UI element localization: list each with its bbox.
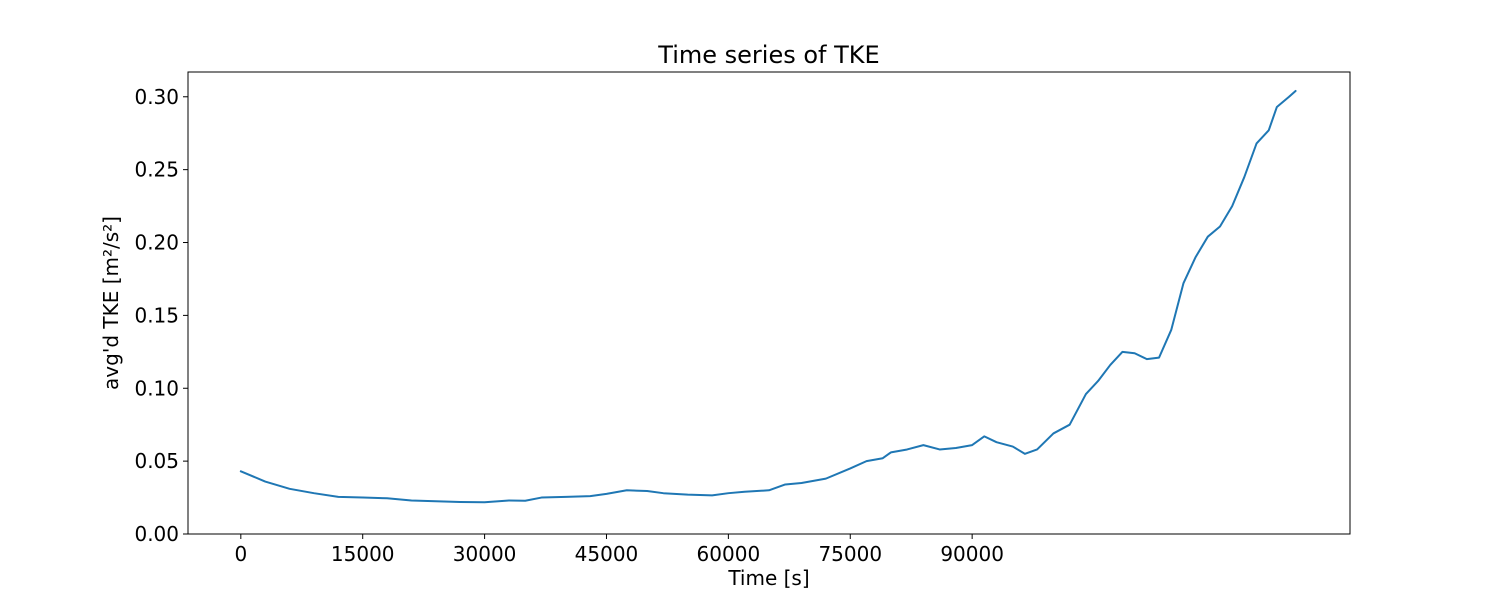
y-tick-label: 0.20 xyxy=(134,231,179,255)
y-tick-label: 0.30 xyxy=(134,85,179,109)
x-axis-label: Time [s] xyxy=(727,566,809,590)
y-tick-label: 0.10 xyxy=(134,376,179,400)
plot-area: 0 15000 30000 45000 60000 75000 90000 0.00 0.05 0… xyxy=(134,71,1351,566)
y-axis-label: avg'd TKE [m²/s²] xyxy=(99,216,123,390)
x-tick-label: 90000 xyxy=(940,542,1004,566)
x-tick-label: 30000 xyxy=(453,542,517,566)
x-tick-label: 0 xyxy=(234,542,247,566)
y-tick-label: 0.05 xyxy=(134,449,179,473)
plot-frame xyxy=(187,71,1351,535)
x-tick-label: 75000 xyxy=(818,542,882,566)
x-tick-label: 15000 xyxy=(331,542,395,566)
x-tick-label: 60000 xyxy=(697,542,761,566)
y-tick-label: 0.15 xyxy=(134,303,179,327)
x-tick-label: 45000 xyxy=(575,542,639,566)
y-tick-label: 0.25 xyxy=(134,158,179,182)
y-tick-label: 0.00 xyxy=(134,522,179,546)
series-line-0 xyxy=(239,89,1297,504)
chart-title: Time series of TKE xyxy=(657,41,879,69)
